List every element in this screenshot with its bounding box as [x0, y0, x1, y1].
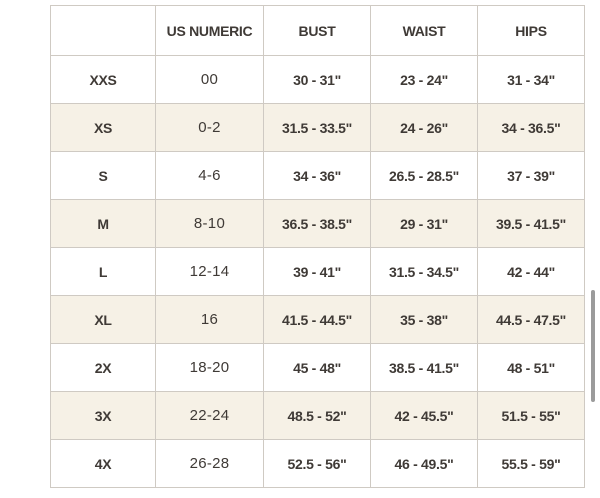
size-cell: XS — [50, 103, 156, 152]
size-cell: S — [50, 151, 156, 200]
table-cell: 31 - 34" — [477, 55, 585, 104]
table-cell: 0-2 — [155, 103, 264, 152]
table-row: S 4-6 34 - 36" 26.5 - 28.5" 37 - 39" — [50, 151, 585, 200]
table-cell: 38.5 - 41.5" — [370, 343, 478, 392]
table-cell: 29 - 31" — [370, 199, 478, 248]
table-cell: 48.5 - 52" — [263, 391, 371, 440]
table-cell: 4-6 — [155, 151, 264, 200]
table-row: XL 16 41.5 - 44.5" 35 - 38" 44.5 - 47.5" — [50, 295, 585, 344]
table-cell: 30 - 31" — [263, 55, 371, 104]
table-row: 2X 18-20 45 - 48" 38.5 - 41.5" 48 - 51" — [50, 343, 585, 392]
size-table: US NUMERIC BUST WAIST HIPS XXS 00 30 - 31" 23 … — [50, 5, 585, 488]
table-cell: 23 - 24" — [370, 55, 478, 104]
table-cell: 45 - 48" — [263, 343, 371, 392]
table-cell: 12-14 — [155, 247, 264, 296]
table-cell: 31.5 - 34.5" — [370, 247, 478, 296]
size-cell: 3X — [50, 391, 156, 440]
table-cell: 39 - 41" — [263, 247, 371, 296]
table-cell: 46 - 49.5" — [370, 439, 478, 488]
table-cell: 00 — [155, 55, 264, 104]
table-cell: 36.5 - 38.5" — [263, 199, 371, 248]
table-cell: 34 - 36.5" — [477, 103, 585, 152]
header-cell: HIPS — [477, 5, 585, 56]
table-row: XS 0-2 31.5 - 33.5" 24 - 26" 34 - 36.5" — [50, 103, 585, 152]
table-cell: 37 - 39" — [477, 151, 585, 200]
table-cell: 35 - 38" — [370, 295, 478, 344]
table-cell: 18-20 — [155, 343, 264, 392]
size-cell: XL — [50, 295, 156, 344]
table-cell: 8-10 — [155, 199, 264, 248]
size-cell: L — [50, 247, 156, 296]
table-cell: 26.5 - 28.5" — [370, 151, 478, 200]
table-body: XXS 00 30 - 31" 23 - 24" 31 - 34" XS 0-2 31.5 -… — [50, 55, 585, 488]
table-cell: 34 - 36" — [263, 151, 371, 200]
table-cell: 16 — [155, 295, 264, 344]
table-row: L 12-14 39 - 41" 31.5 - 34.5" 42 - 44" — [50, 247, 585, 296]
scrollbar — [591, 290, 595, 402]
table-cell: 41.5 - 44.5" — [263, 295, 371, 344]
table-cell: 31.5 - 33.5" — [263, 103, 371, 152]
header-cell: WAIST — [370, 5, 478, 56]
table-cell: 48 - 51" — [477, 343, 585, 392]
corner-cell — [50, 5, 156, 56]
size-cell: 2X — [50, 343, 156, 392]
size-cell: 4X — [50, 439, 156, 488]
header-cell: BUST — [263, 5, 371, 56]
table-cell: 42 - 44" — [477, 247, 585, 296]
table-row: XXS 00 30 - 31" 23 - 24" 31 - 34" — [50, 55, 585, 104]
size-cell: XXS — [50, 55, 156, 104]
table-row: M 8-10 36.5 - 38.5" 29 - 31" 39.5 - 41.5" — [50, 199, 585, 248]
table-cell: 44.5 - 47.5" — [477, 295, 585, 344]
table-cell: 22-24 — [155, 391, 264, 440]
table-cell: 51.5 - 55" — [477, 391, 585, 440]
table-cell: 42 - 45.5" — [370, 391, 478, 440]
table-row: 4X 26-28 52.5 - 56" 46 - 49.5" 55.5 - 59" — [50, 439, 585, 488]
header-row: US NUMERIC BUST WAIST HIPS — [50, 5, 585, 56]
table-row: 3X 22-24 48.5 - 52" 42 - 45.5" 51.5 - 55" — [50, 391, 585, 440]
size-cell: M — [50, 199, 156, 248]
table-cell: 26-28 — [155, 439, 264, 488]
table-cell: 52.5 - 56" — [263, 439, 371, 488]
table-cell: 39.5 - 41.5" — [477, 199, 585, 248]
header-cell: US NUMERIC — [155, 5, 264, 56]
table-cell: 55.5 - 59" — [477, 439, 585, 488]
table-cell: 24 - 26" — [370, 103, 478, 152]
